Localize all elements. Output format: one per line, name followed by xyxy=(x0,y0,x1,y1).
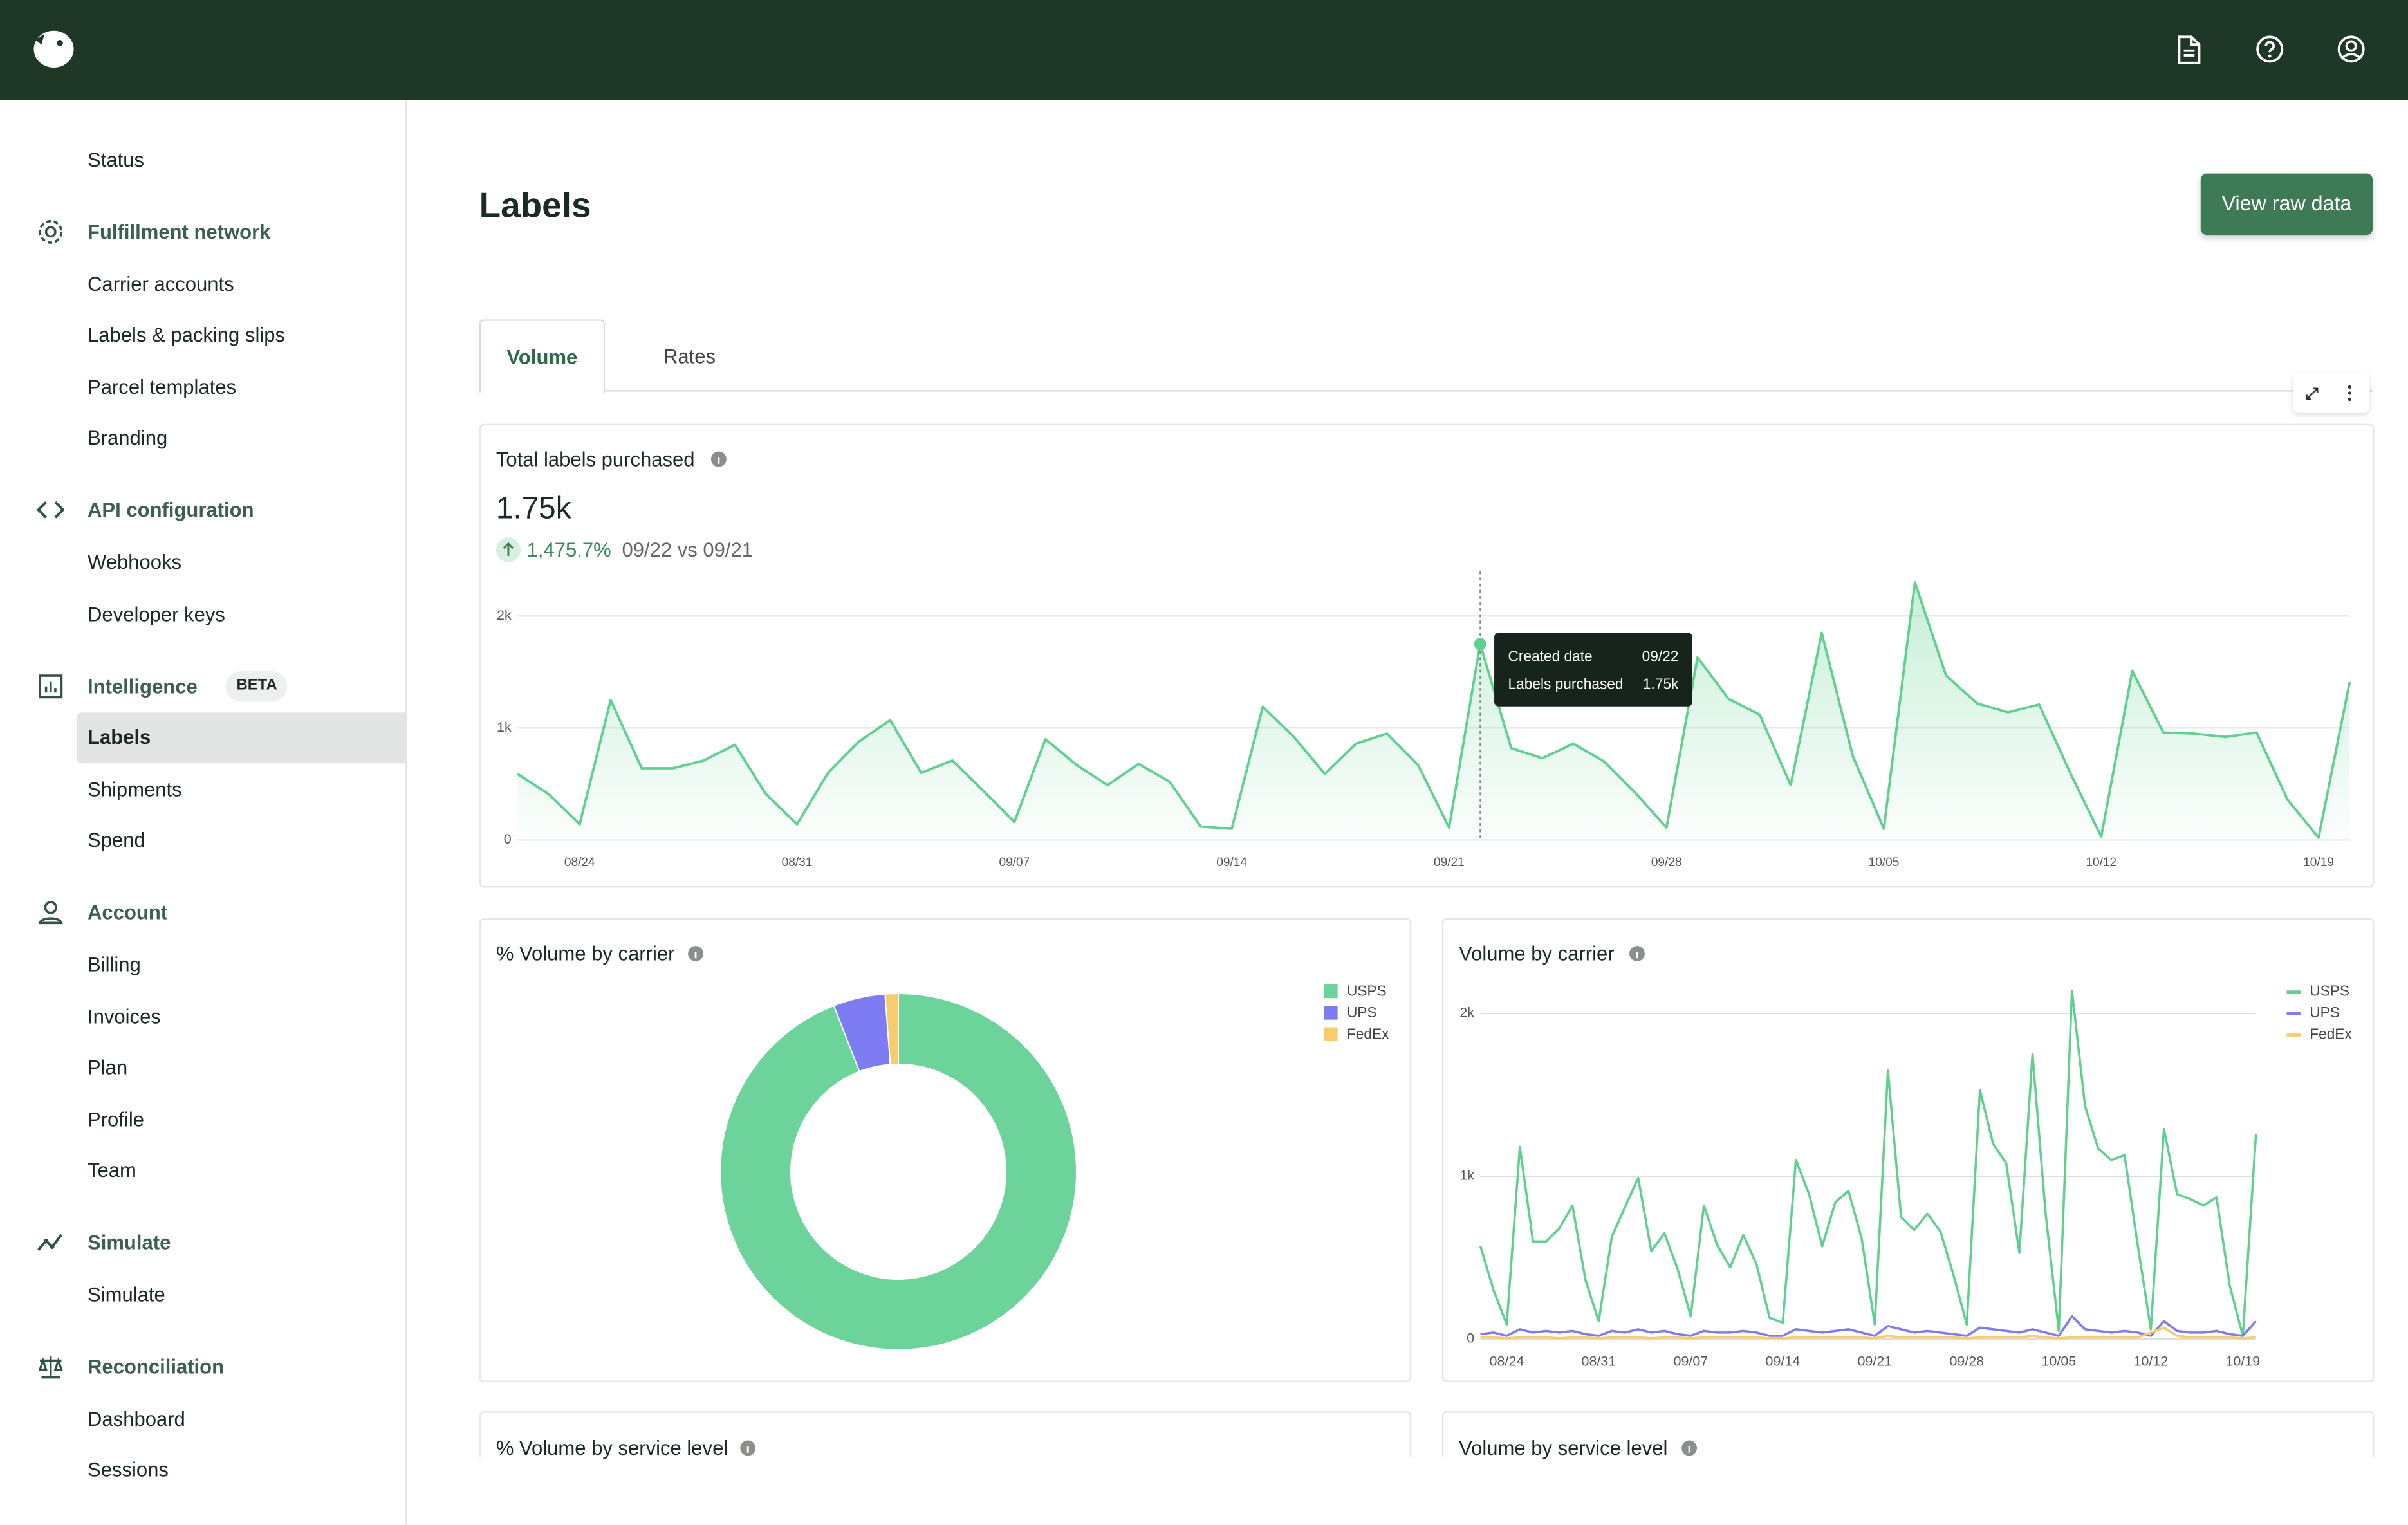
top-bar xyxy=(0,0,2408,100)
nav-section[interactable]: Reconciliation xyxy=(88,1355,225,1378)
section-icon xyxy=(39,674,63,698)
nav-item[interactable]: Team xyxy=(88,1159,136,1183)
tab-volume[interactable]: Volume xyxy=(479,319,606,393)
tooltip-date-label: Created date xyxy=(1508,649,1593,666)
nav-item[interactable]: Profile xyxy=(88,1107,144,1131)
chart-tools[interactable] xyxy=(2293,373,2370,413)
nav-section[interactable]: Account xyxy=(88,901,168,925)
section-icon xyxy=(37,501,65,519)
nav-item[interactable]: Labels xyxy=(88,726,151,749)
chart-title: Total labels purchased xyxy=(495,447,695,471)
tooltip-date: 09/22 xyxy=(1642,649,1679,666)
card-title: Volume by service level xyxy=(1459,1436,1668,1460)
nav-section[interactable]: Intelligence xyxy=(88,674,198,698)
chart-title: % Volume by carrier xyxy=(495,942,675,965)
page-title: Labels xyxy=(479,185,591,225)
total-labels-card xyxy=(479,423,2375,888)
section-icon xyxy=(38,1356,63,1379)
section-icon xyxy=(38,901,63,925)
nav-item[interactable]: Webhooks xyxy=(88,550,182,574)
docs-icon[interactable] xyxy=(2174,35,2202,64)
nav-section[interactable]: Simulate xyxy=(88,1231,171,1255)
tab-rates[interactable]: Rates xyxy=(663,344,716,368)
section-icon xyxy=(37,1234,63,1252)
trend-up-icon xyxy=(495,537,521,562)
nav-item[interactable]: Simulate xyxy=(88,1282,165,1306)
nav-item[interactable]: Spend xyxy=(88,829,145,853)
tab-rule xyxy=(603,390,2373,392)
fold xyxy=(407,1457,2408,1525)
carrier-share-card xyxy=(479,918,1412,1382)
nav-item[interactable]: Branding xyxy=(88,427,168,450)
change-percent: 1,475.7% xyxy=(526,538,611,562)
section-icon xyxy=(39,219,63,244)
nav-item[interactable]: Parcel templates xyxy=(88,375,237,398)
headline-value: 1.75k xyxy=(495,492,571,526)
tooltip-value-label: Labels purchased xyxy=(1508,676,1624,694)
nav-item[interactable]: Status xyxy=(88,148,144,172)
tooltip-value: 1.75k xyxy=(1642,676,1679,694)
sidebar: Status Fulfillment network Carrier account… xyxy=(0,100,407,1525)
card-title: % Volume by service level xyxy=(495,1436,728,1460)
nav-active xyxy=(77,712,406,763)
nav-item[interactable]: Dashboard xyxy=(88,1407,185,1430)
help-icon[interactable] xyxy=(2254,34,2285,65)
carrier-volume-card xyxy=(1441,918,2375,1382)
chart-title: Volume by carrier xyxy=(1459,942,1615,965)
comparison-period: 09/22 vs 09/21 xyxy=(622,538,754,562)
nav-item[interactable]: Carrier accounts xyxy=(88,272,234,295)
logo[interactable] xyxy=(32,28,79,71)
view-raw-data-button[interactable]: View raw data xyxy=(2200,173,2373,236)
nav-item[interactable]: Plan xyxy=(88,1056,128,1079)
nav-section[interactable]: API configuration xyxy=(88,499,254,522)
nav-item[interactable]: Developer keys xyxy=(88,602,225,625)
nav-item[interactable]: Shipments xyxy=(88,777,182,801)
nav-item[interactable]: Sessions xyxy=(88,1458,169,1482)
tooltip: Created date 09/22 Labels purchased 1.75… xyxy=(1494,633,1692,707)
nav-section[interactable]: Fulfillment network xyxy=(88,220,271,244)
nav-item[interactable]: Labels & packing slips xyxy=(88,323,286,347)
beta-badge: BETA xyxy=(225,670,288,701)
account-icon[interactable] xyxy=(2336,34,2367,65)
chart-tool-icons xyxy=(2306,385,2351,402)
nav-item[interactable]: Invoices xyxy=(88,1004,161,1028)
nav-item[interactable]: Billing xyxy=(88,952,141,976)
